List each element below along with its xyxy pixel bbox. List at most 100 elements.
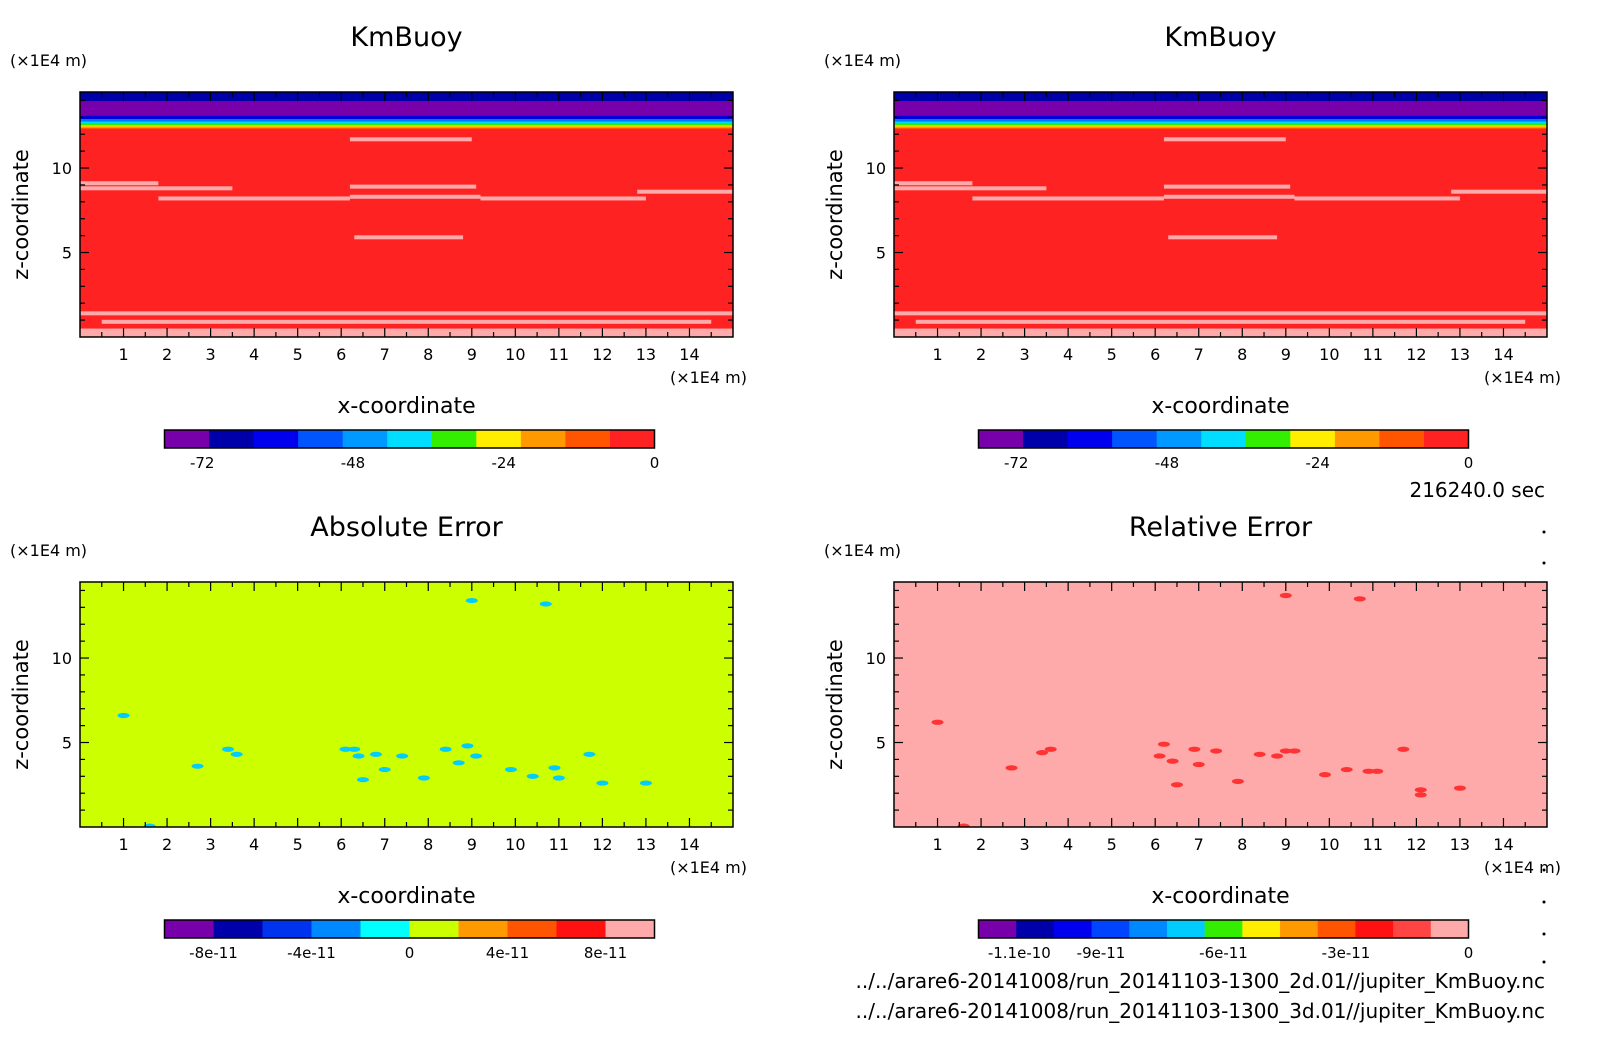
error-spot: [1414, 787, 1427, 793]
error-spot: [1353, 596, 1366, 602]
error-spot: [143, 823, 156, 827]
panel-relative-error: Relative Error(×1E4 m)1 2 3 4 5 6 7 8 9 10 11 12 13 1…: [823, 512, 1561, 962]
colorbar-segment: [1204, 920, 1243, 938]
contour-streak: [354, 235, 464, 240]
x-tick-label: 3: [1020, 345, 1030, 364]
x-tick-label: 12: [1406, 835, 1426, 854]
contour-streak: [1294, 196, 1460, 201]
colorbar-segment: [565, 430, 611, 448]
colorbar-label: 0: [1464, 944, 1474, 962]
colorbar-segment: [298, 430, 344, 448]
x-tick-label: 4: [249, 345, 259, 364]
error-spot: [465, 597, 478, 604]
error-spot: [583, 751, 596, 757]
x-tick-label: 10: [505, 835, 525, 854]
error-spot: [1005, 765, 1018, 771]
x-tick-label: 7: [380, 835, 390, 854]
colorbar-segment: [978, 920, 1017, 938]
panel-title: Absolute Error: [310, 512, 503, 543]
colorbar-label: -1.1e-10: [988, 944, 1051, 962]
x-tick-label: 2: [976, 835, 986, 854]
colorbar-label: 4e-11: [486, 944, 529, 962]
contour-band: [80, 123, 733, 126]
contour-streak: [158, 196, 350, 201]
x-tick-label: 7: [1194, 835, 1204, 854]
colorbar-segment: [520, 430, 566, 448]
error-spot: [191, 763, 204, 769]
colorbar-label: 0: [1464, 454, 1474, 472]
x-tick-label: 7: [1194, 345, 1204, 364]
x-tick-label: 13: [636, 345, 656, 364]
contour-streak: [349, 194, 481, 199]
x-tick-label: 2: [162, 345, 172, 364]
contour-streak: [637, 189, 733, 194]
margin-dot: [1542, 900, 1546, 904]
x-tick-label: 4: [249, 835, 259, 854]
contour-streak: [480, 196, 646, 201]
contour-streak: [80, 186, 233, 191]
x-tick-label: 6: [336, 345, 346, 364]
x-tick-label: 14: [679, 835, 699, 854]
colorbar-segment: [213, 920, 263, 938]
error-spot: [596, 780, 609, 786]
panel-kmbuoy-3d: KmBuoy(×1E4 m)1 2 3 4 5 6 7 8 9 10 11 12 13 14510(×1E…: [823, 22, 1561, 472]
colorbar-segment: [387, 430, 433, 448]
y-tick-label: 5: [876, 244, 886, 263]
x-axis-label: x-coordinate: [1151, 884, 1289, 909]
colorbar-segment: [311, 920, 361, 938]
x-tick-label: 6: [1150, 835, 1160, 854]
error-spot: [417, 775, 430, 781]
colorbar-segment: [1129, 920, 1168, 938]
contour-field: [80, 92, 733, 337]
error-spot: [1279, 592, 1292, 599]
file-path-3d: ../../arare6-20141008/run_20141103-1300_…: [856, 999, 1546, 1023]
colorbar-segment: [1245, 430, 1291, 448]
x-tick-label: 4: [1063, 835, 1073, 854]
error-spot: [439, 746, 452, 752]
contour-band: [894, 115, 1547, 120]
colorbar-segment: [507, 920, 557, 938]
error-spot: [931, 719, 944, 725]
colorbar-segment: [253, 430, 299, 448]
colorbar-segment: [1112, 430, 1158, 448]
colorbar-label: 0: [405, 944, 415, 962]
margin-dot: [1542, 932, 1546, 936]
contour-streak: [915, 319, 1526, 324]
x-tick-label: 6: [1150, 345, 1160, 364]
contour-streak: [894, 311, 1547, 316]
x-tick-label: 10: [505, 345, 525, 364]
colorbar-segment: [1023, 430, 1069, 448]
error-spot: [1453, 785, 1466, 791]
x-tick-label: 14: [1493, 345, 1513, 364]
x-unit-label: (×1E4 m): [1484, 858, 1561, 877]
panel-absolute-error: Absolute Error(×1E4 m)1 2 3 4 5 6 7 8 9 10 11 12 13 1…: [9, 512, 747, 962]
x-tick-label: 5: [1107, 345, 1117, 364]
contour-streak: [1163, 194, 1295, 199]
panel-title: KmBuoy: [350, 22, 462, 53]
error-spot: [526, 773, 539, 779]
error-spot: [230, 751, 243, 757]
contour-streak: [1451, 189, 1547, 194]
colorbar-label: -6e-11: [1199, 944, 1248, 962]
y-tick-label: 10: [866, 649, 886, 668]
contour-band: [80, 126, 733, 129]
error-spot: [452, 760, 465, 766]
x-tick-label: 9: [1281, 345, 1291, 364]
margin-dot: [1542, 868, 1546, 872]
colorbar-segment: [1166, 920, 1206, 938]
colorbar-segment: [1201, 430, 1247, 448]
x-tick-label: 11: [1363, 345, 1383, 364]
x-tick-label: 13: [636, 835, 656, 854]
y-tick-label: 10: [52, 159, 72, 178]
contour-streak: [80, 311, 733, 316]
error-spot: [1231, 778, 1244, 784]
colorbar-label: 0: [650, 454, 660, 472]
error-spot: [1288, 748, 1301, 754]
error-spot: [1210, 748, 1223, 754]
colorbar-segment: [1355, 920, 1394, 938]
x-tick-label: 1: [932, 835, 942, 854]
y-tick-label: 5: [62, 244, 72, 263]
x-tick-label: 9: [467, 835, 477, 854]
x-axis-label: x-coordinate: [337, 884, 475, 909]
error-spot: [539, 601, 552, 607]
